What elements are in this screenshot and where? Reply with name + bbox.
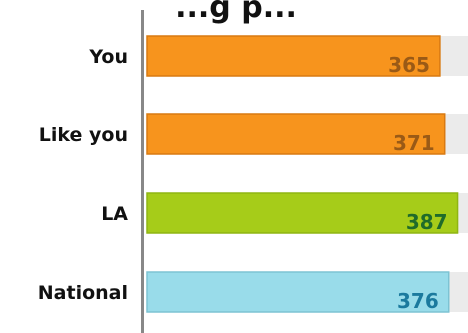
bar-like-you (146, 113, 446, 155)
category-label: You (88, 46, 128, 68)
bar-la (146, 192, 459, 234)
value-label: 365 (388, 53, 430, 77)
category-label: National (38, 282, 128, 304)
chart-axis-line (141, 10, 144, 333)
bar-national (146, 271, 450, 313)
value-label: 371 (393, 131, 435, 155)
bars-layer: You 365 Like you 371 LA 387 National 376 (38, 35, 468, 313)
chart-title: ...g p... (175, 0, 297, 25)
value-label: 376 (397, 289, 439, 313)
bar-you (146, 35, 441, 77)
category-label: LA (101, 203, 128, 225)
category-label: Like you (39, 124, 128, 146)
value-label: 387 (406, 210, 448, 234)
